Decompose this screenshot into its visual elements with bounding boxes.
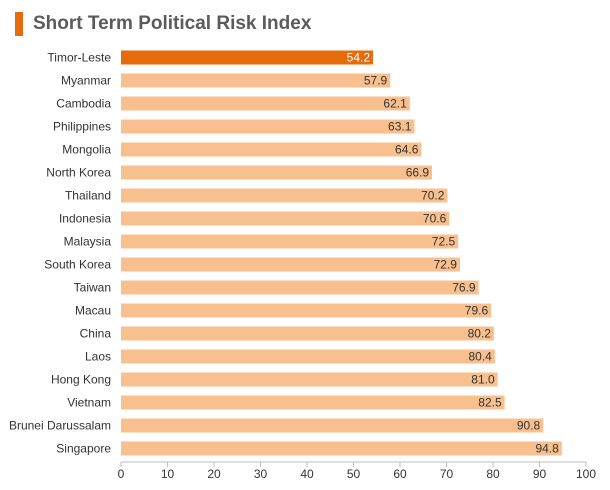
bar-south-korea (121, 257, 460, 272)
bar-timor-leste (121, 50, 374, 65)
category-label-macau: Macau (75, 304, 111, 318)
x-tick-label-60: 60 (393, 467, 407, 481)
bar-china (121, 326, 494, 341)
bar-mongolia (121, 142, 422, 157)
data-label-laos: 80.4 (469, 350, 493, 364)
category-label-laos: Laos (85, 350, 111, 364)
category-label-north-korea: North Korea (46, 166, 111, 180)
chart-title: Short Term Political Risk Index (33, 13, 312, 34)
category-label-hong-kong: Hong Kong (51, 373, 111, 387)
x-tick-label-40: 40 (300, 467, 314, 481)
data-label-singapore: 94.8 (535, 442, 559, 456)
x-tick-label-0: 0 (118, 467, 125, 481)
bar-macau (121, 303, 492, 318)
bar-north-korea (121, 165, 433, 180)
bars-layer: 54.2 57.9 62.1 63.1 64.6 66.9 70.2 70.6 72.5 72.9… (121, 50, 562, 456)
category-label-philippines: Philippines (53, 120, 111, 134)
bar-malaysia (121, 234, 459, 249)
data-label-brunei-darussalam: 90.8 (517, 419, 541, 433)
x-tick-label-20: 20 (207, 467, 221, 481)
data-label-north-korea: 66.9 (406, 166, 430, 180)
data-label-hong-kong: 81.0 (471, 373, 495, 387)
bar-laos (121, 349, 495, 364)
category-label-timor-leste: Timor-Leste (47, 51, 111, 65)
title-accent-bar (15, 12, 23, 36)
data-label-philippines: 63.1 (388, 120, 412, 134)
x-tick-label-90: 90 (533, 467, 547, 481)
category-label-indonesia: Indonesia (59, 212, 111, 226)
category-label-malaysia: Malaysia (64, 235, 112, 249)
category-label-china: China (80, 327, 112, 341)
bar-singapore (121, 441, 562, 456)
category-label-thailand: Thailand (65, 189, 111, 203)
category-label-singapore: Singapore (56, 442, 111, 456)
bar-taiwan (121, 280, 479, 295)
data-label-malaysia: 72.5 (432, 235, 456, 249)
x-tick-label-80: 80 (486, 467, 500, 481)
data-label-south-korea: 72.9 (434, 258, 458, 272)
x-tick-label-70: 70 (440, 467, 454, 481)
x-tick-label-10: 10 (161, 467, 175, 481)
data-label-cambodia: 62.1 (383, 97, 407, 111)
category-label-mongolia: Mongolia (62, 143, 111, 157)
data-label-vietnam: 82.5 (478, 396, 502, 410)
category-label-taiwan: Taiwan (74, 281, 111, 295)
bar-philippines (121, 119, 415, 134)
category-label-south-korea: South Korea (44, 258, 111, 272)
data-label-mongolia: 64.6 (395, 143, 419, 157)
bar-vietnam (121, 395, 505, 410)
x-axis: 0 10 20 30 40 50 60 70 80 90 100 (118, 461, 596, 481)
category-label-brunei-darussalam: Brunei Darussalam (9, 419, 111, 433)
bar-thailand (121, 188, 448, 203)
data-label-thailand: 70.2 (421, 189, 445, 203)
category-label-cambodia: Cambodia (56, 97, 111, 111)
data-label-timor-leste: 54.2 (347, 51, 371, 65)
category-label-vietnam: Vietnam (67, 396, 111, 410)
data-label-myanmar: 57.9 (364, 74, 388, 88)
bar-cambodia (121, 96, 410, 111)
bar-brunei-darussalam (121, 418, 544, 433)
bar-indonesia (121, 211, 450, 226)
category-label-myanmar: Myanmar (61, 74, 111, 88)
data-label-taiwan: 76.9 (452, 281, 476, 295)
data-label-china: 80.2 (468, 327, 492, 341)
x-tick-label-50: 50 (347, 467, 361, 481)
category-labels: Timor-Leste Myanmar Cambodia Philippines Mon… (9, 51, 111, 456)
data-label-macau: 79.6 (465, 304, 489, 318)
x-tick-label-30: 30 (254, 467, 268, 481)
bar-myanmar (121, 73, 391, 88)
data-label-indonesia: 70.6 (423, 212, 447, 226)
x-tick-label-100: 100 (576, 467, 596, 481)
bar-hong-kong (121, 372, 498, 387)
